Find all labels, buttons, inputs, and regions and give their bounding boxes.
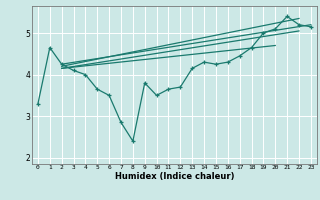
X-axis label: Humidex (Indice chaleur): Humidex (Indice chaleur) — [115, 172, 234, 181]
